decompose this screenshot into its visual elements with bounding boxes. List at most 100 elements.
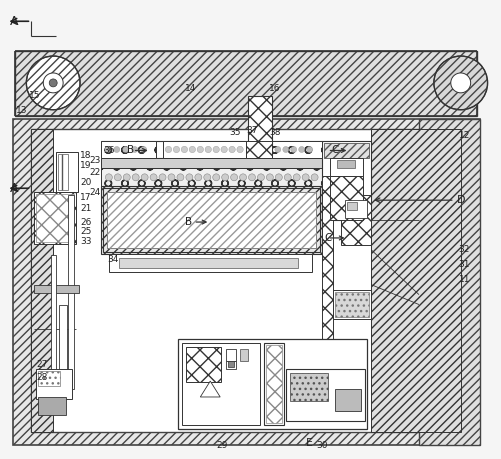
Text: 19: 19 [80, 161, 91, 170]
Bar [119, 258, 297, 268]
Bar [371, 129, 460, 432]
Bar [245, 140, 272, 158]
Text: 14: 14 [184, 84, 196, 93]
Circle shape [266, 174, 273, 181]
Text: A: A [10, 15, 18, 28]
Circle shape [165, 146, 171, 153]
Text: 17: 17 [80, 193, 91, 202]
Text: 35: 35 [229, 128, 240, 137]
Text: 34: 34 [107, 255, 118, 264]
Text: 24: 24 [90, 188, 101, 197]
Circle shape [141, 174, 148, 181]
Circle shape [450, 73, 470, 93]
Bar [103, 188, 319, 252]
Bar [101, 158, 321, 168]
Bar [56, 152, 78, 192]
Text: 31: 31 [458, 260, 469, 269]
Text: 20: 20 [80, 178, 91, 187]
Text: 28: 28 [36, 373, 48, 381]
Circle shape [221, 174, 228, 181]
Bar [329, 158, 363, 176]
Circle shape [203, 174, 210, 181]
Text: 36: 36 [103, 146, 114, 155]
Text: 21: 21 [80, 204, 91, 213]
Circle shape [257, 174, 264, 181]
Circle shape [284, 174, 291, 181]
Circle shape [230, 174, 237, 181]
Bar [333, 290, 371, 319]
Circle shape [275, 146, 280, 152]
Circle shape [306, 146, 312, 152]
Bar [266, 345, 281, 423]
Bar [341, 195, 371, 245]
Text: A: A [10, 182, 18, 195]
Text: C: C [324, 233, 331, 243]
Bar [109, 254, 311, 272]
Circle shape [132, 174, 139, 181]
Circle shape [181, 146, 187, 153]
Circle shape [123, 174, 130, 181]
Circle shape [236, 146, 243, 153]
Bar [345, 200, 367, 218]
Circle shape [43, 73, 63, 93]
Text: B: B [185, 217, 192, 227]
Circle shape [212, 146, 219, 153]
Circle shape [197, 146, 203, 153]
Text: 18: 18 [80, 151, 91, 160]
Text: 13: 13 [17, 106, 28, 115]
Circle shape [205, 146, 211, 153]
Bar [38, 371, 60, 386]
Bar [329, 176, 363, 220]
Text: E: E [306, 438, 313, 448]
Circle shape [185, 174, 192, 181]
Bar [321, 140, 371, 220]
Bar [321, 176, 333, 360]
Bar [337, 161, 355, 168]
Bar [247, 96, 272, 156]
Circle shape [105, 174, 112, 181]
Text: C: C [331, 146, 338, 156]
Bar [31, 129, 461, 432]
Bar [101, 140, 155, 158]
Circle shape [114, 146, 120, 152]
Bar [162, 140, 245, 158]
Circle shape [27, 56, 80, 110]
Bar [323, 143, 369, 158]
Bar [239, 349, 247, 361]
Bar [186, 347, 221, 382]
Bar [347, 202, 357, 210]
Circle shape [123, 146, 128, 152]
Circle shape [293, 174, 300, 181]
Bar [107, 192, 315, 248]
Bar [107, 192, 315, 248]
Bar [101, 168, 321, 186]
Bar [36, 369, 72, 399]
Text: 27: 27 [36, 360, 48, 369]
Circle shape [105, 146, 111, 152]
Circle shape [131, 146, 137, 152]
Polygon shape [200, 381, 220, 397]
Circle shape [176, 174, 183, 181]
Circle shape [168, 174, 175, 181]
Bar [36, 194, 74, 242]
Bar [59, 304, 67, 399]
Circle shape [302, 174, 309, 181]
Circle shape [311, 174, 318, 181]
Text: 26: 26 [80, 218, 91, 227]
Bar [182, 343, 260, 425]
Bar [226, 361, 235, 369]
Bar [68, 195, 74, 389]
Text: 22: 22 [90, 168, 101, 177]
Bar [227, 361, 233, 367]
Text: 11: 11 [458, 275, 469, 284]
Circle shape [212, 174, 219, 181]
Text: 33: 33 [80, 237, 91, 246]
Circle shape [194, 174, 201, 181]
Bar [16, 51, 475, 116]
Circle shape [159, 174, 166, 181]
Circle shape [150, 174, 157, 181]
Bar [34, 285, 79, 293]
Circle shape [140, 146, 146, 152]
Circle shape [282, 146, 288, 152]
Circle shape [114, 174, 121, 181]
